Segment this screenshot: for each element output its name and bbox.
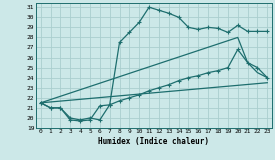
X-axis label: Humidex (Indice chaleur): Humidex (Indice chaleur) (98, 137, 210, 146)
